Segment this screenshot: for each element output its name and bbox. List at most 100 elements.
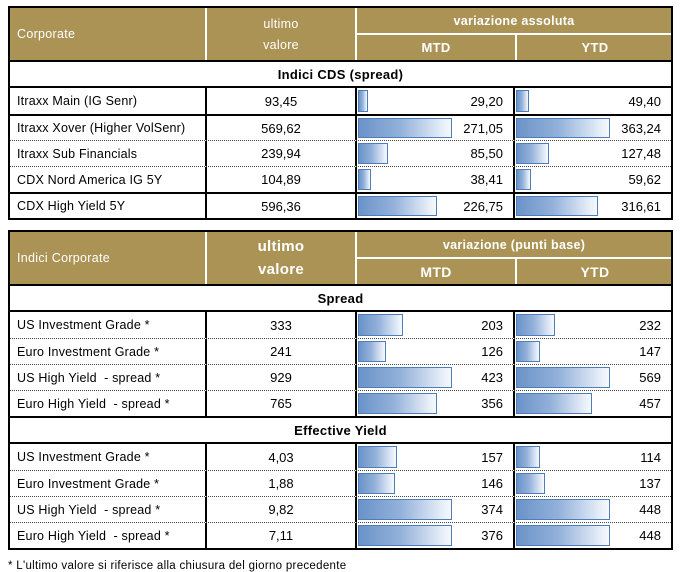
ytd-value: 569 — [639, 370, 661, 385]
mtd-cell: 374 — [355, 497, 513, 522]
mtd-cell: 85,50 — [355, 141, 513, 166]
mtd-data-bar — [358, 118, 453, 138]
ytd-data-bar — [516, 169, 532, 190]
ytd-cell: 448 — [513, 497, 671, 522]
mtd-value: 423 — [481, 370, 503, 385]
col-header-ytd: YTD — [515, 259, 673, 284]
ultimo-valore-cell: 7,11 — [205, 523, 355, 548]
mtd-cell: 226,75 — [355, 194, 513, 218]
row-label: Euro High Yield - spread * — [17, 396, 170, 411]
mtd-data-bar — [358, 143, 388, 164]
mtd-value: 376 — [481, 528, 503, 543]
ultimo-valore-cell: 1,88 — [205, 471, 355, 496]
variation-header-block: variazione (punti base) MTD YTD — [355, 232, 671, 284]
ultimo-valore-cell: 765 — [205, 391, 355, 416]
ytd-data-bar — [516, 446, 541, 468]
value-column-header: ultimo valore — [205, 232, 355, 284]
ytd-value: 448 — [639, 502, 661, 517]
variation-subcolumns: MTD YTD — [357, 35, 671, 60]
ultimo-valore-cell: 104,89 — [205, 167, 355, 192]
ytd-value: 316,61 — [621, 198, 661, 214]
mtd-value: 374 — [481, 502, 503, 517]
mtd-cell: 271,05 — [355, 116, 513, 140]
ytd-data-bar — [516, 525, 611, 546]
row-label: Itraxx Main (IG Senr) — [17, 94, 138, 108]
row-label: US High Yield - spread * — [17, 370, 161, 385]
ytd-cell: 59,62 — [513, 167, 671, 192]
ytd-value: 114 — [640, 449, 661, 465]
ytd-cell: 569 — [513, 365, 671, 390]
tables-container: Corporate ultimo valore variazione assoluta… — [8, 6, 673, 550]
mtd-value: 157 — [481, 449, 503, 465]
mtd-data-bar — [358, 446, 398, 468]
value-header-line-1: ultimo — [257, 238, 305, 255]
ytd-cell: 147 — [513, 339, 671, 364]
row-label: Itraxx Sub Financials — [17, 146, 138, 161]
row-label: Euro Investment Grade * — [17, 476, 160, 491]
section-title: Spread — [10, 284, 671, 312]
mtd-value: 85,50 — [470, 146, 503, 161]
mtd-data-bar — [358, 473, 395, 494]
mtd-cell: 38,41 — [355, 167, 513, 192]
section-title: Indici CDS (spread) — [10, 60, 671, 88]
table-row: Euro Investment Grade * 241 126 147 — [10, 338, 671, 364]
row-label: US Investment Grade * — [17, 450, 150, 464]
table-row: CDX Nord America IG 5Y 104,89 38,41 59,62 — [10, 166, 671, 192]
ytd-data-bar — [516, 90, 529, 112]
ytd-data-bar — [516, 118, 611, 138]
col-header-ytd: YTD — [515, 35, 673, 60]
row-label: CDX Nord America IG 5Y — [17, 172, 163, 187]
mtd-cell: 146 — [355, 471, 513, 496]
mtd-value: 146 — [481, 476, 503, 491]
mtd-value: 38,41 — [470, 172, 503, 187]
mtd-cell: 157 — [355, 444, 513, 470]
variation-header: variazione (punti base) — [357, 232, 671, 259]
mtd-cell: 376 — [355, 523, 513, 548]
ultimo-valore-cell: 4,03 — [205, 444, 355, 470]
table-title: Corporate — [17, 27, 76, 41]
ultimo-valore-cell: 333 — [205, 312, 355, 338]
ultimo-valore-cell: 93,45 — [205, 88, 355, 114]
ytd-value: 59,62 — [628, 172, 661, 187]
section-title: Effective Yield — [10, 416, 671, 444]
row-label: Euro Investment Grade * — [17, 344, 160, 359]
table-row: US Investment Grade * 333 203 232 — [10, 312, 671, 338]
ytd-cell: 457 — [513, 391, 671, 416]
mtd-cell: 356 — [355, 391, 513, 416]
ytd-value: 363,24 — [621, 120, 661, 136]
table-0: Corporate ultimo valore variazione assoluta… — [8, 6, 673, 220]
ytd-cell: 137 — [513, 471, 671, 496]
table-row: US High Yield - spread * 929 423 569 — [10, 364, 671, 390]
value-header-line-1: ultimo — [263, 16, 299, 31]
ytd-value: 49,40 — [628, 93, 661, 109]
mtd-cell: 423 — [355, 365, 513, 390]
ytd-cell: 363,24 — [513, 116, 671, 140]
ytd-data-bar — [516, 314, 555, 336]
mtd-value: 29,20 — [470, 93, 503, 109]
ytd-cell: 49,40 — [513, 88, 671, 114]
mtd-value: 226,75 — [463, 198, 503, 214]
ytd-value: 448 — [639, 528, 661, 543]
mtd-cell: 29,20 — [355, 88, 513, 114]
ytd-data-bar — [516, 196, 599, 216]
mtd-data-bar — [358, 314, 404, 336]
row-label: CDX High Yield 5Y — [17, 199, 126, 213]
table-header: Indici Corporate ultimo valore variazione (… — [10, 232, 671, 284]
ytd-cell: 316,61 — [513, 194, 671, 218]
table-row: US Investment Grade * 4,03 157 114 — [10, 444, 671, 470]
table-row: Itraxx Sub Financials 239,94 85,50 127,48 — [10, 140, 671, 166]
row-label: US High Yield - spread * — [17, 502, 161, 517]
ultimo-valore-cell: 569,62 — [205, 116, 355, 140]
table-row: US High Yield - spread * 9,82 374 448 — [10, 496, 671, 522]
variation-header-block: variazione assoluta MTD YTD — [355, 8, 671, 60]
ytd-value: 137 — [639, 476, 661, 491]
mtd-value: 203 — [481, 317, 503, 333]
table-row: Itraxx Xover (Higher VolSenr) 569,62 271,0… — [10, 114, 671, 140]
ytd-value: 232 — [639, 317, 661, 333]
ytd-data-bar — [516, 473, 545, 494]
table-row: Itraxx Main (IG Senr) 93,45 29,20 49,40 — [10, 88, 671, 114]
table-row: Euro High Yield - spread * 7,11 376 448 — [10, 522, 671, 548]
mtd-data-bar — [358, 499, 452, 520]
ytd-data-bar — [516, 143, 550, 164]
mtd-data-bar — [358, 393, 438, 414]
